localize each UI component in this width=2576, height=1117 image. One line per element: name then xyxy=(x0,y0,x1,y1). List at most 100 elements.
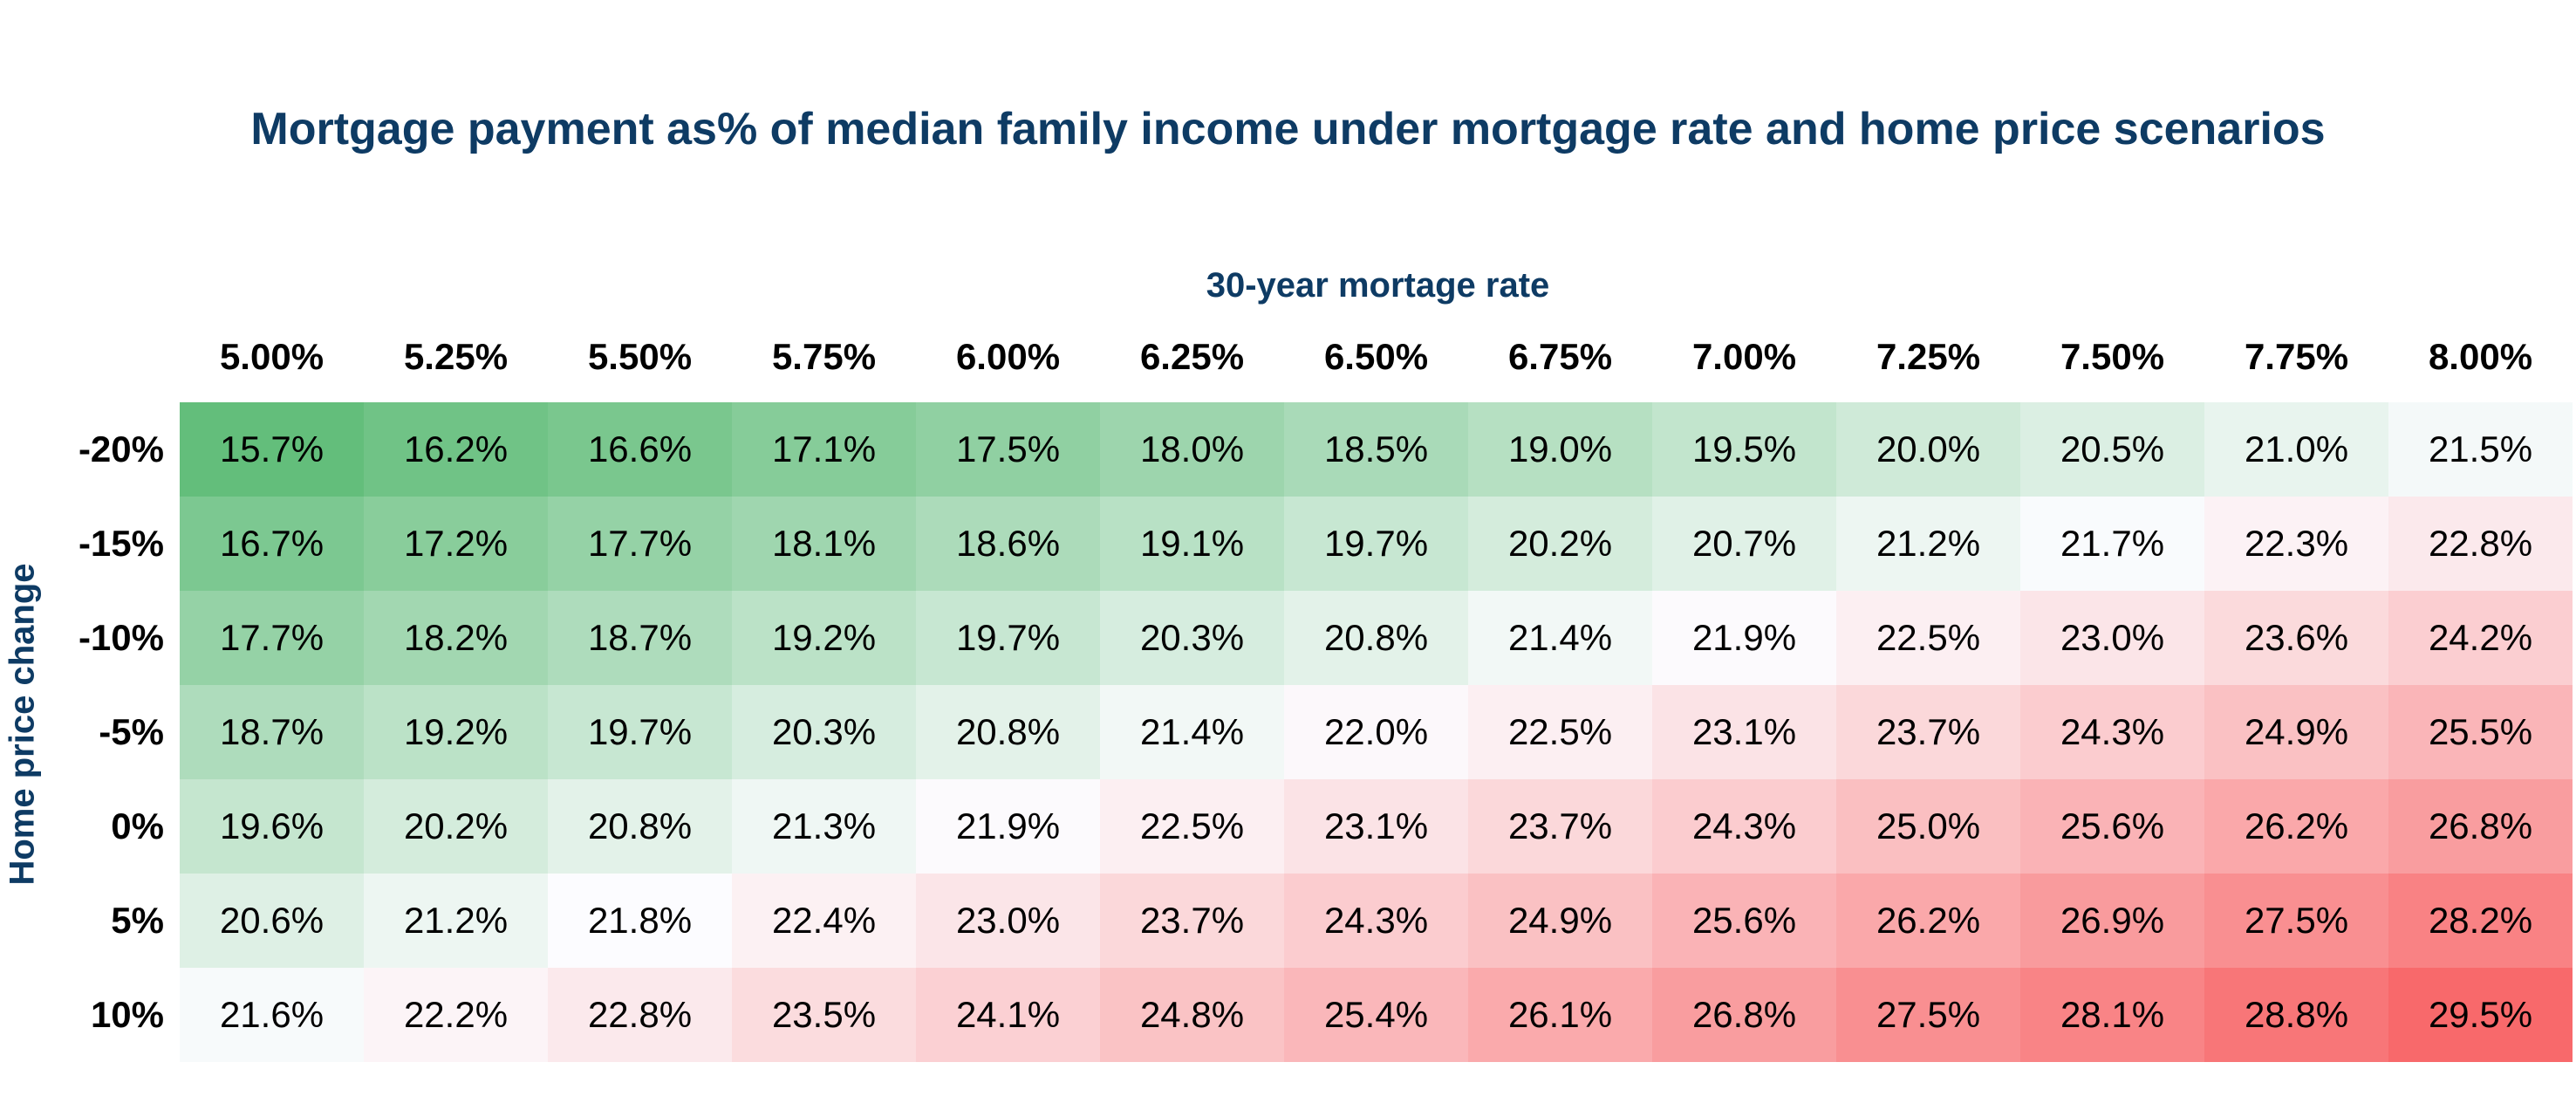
heatmap-cell: 20.8% xyxy=(1284,591,1468,685)
heatmap-cell: 20.3% xyxy=(1100,591,1284,685)
heatmap-cell: 21.2% xyxy=(1836,497,2020,591)
row-header: -10% xyxy=(78,617,164,658)
heatmap-cell: 21.8% xyxy=(548,874,732,968)
row-header: -5% xyxy=(99,711,164,752)
heatmap-cell: 16.2% xyxy=(364,402,548,497)
heatmap-cell: 24.9% xyxy=(2204,685,2388,779)
column-header: 6.25% xyxy=(1139,336,1245,377)
column-header: 5.00% xyxy=(219,336,325,377)
heatmap-cell: 25.6% xyxy=(2020,779,2204,874)
heatmap-cell: 24.9% xyxy=(1468,874,1652,968)
column-header: 5.50% xyxy=(587,336,693,377)
heatmap-cell: 21.6% xyxy=(180,968,364,1062)
heatmap-cell: 25.4% xyxy=(1284,968,1468,1062)
row-header: 0% xyxy=(111,805,164,846)
column-header: 7.50% xyxy=(2060,336,2165,377)
heatmap-cell: 18.7% xyxy=(548,591,732,685)
heatmap-cell: 20.2% xyxy=(364,779,548,874)
heatmap-cell: 20.6% xyxy=(180,874,364,968)
heatmap-cell: 22.2% xyxy=(364,968,548,1062)
heatmap-cell: 25.5% xyxy=(2388,685,2573,779)
heatmap-cell: 17.7% xyxy=(180,591,364,685)
heatmap-cell: 23.6% xyxy=(2204,591,2388,685)
heatmap-cell: 19.2% xyxy=(364,685,548,779)
heatmap-cell: 18.0% xyxy=(1100,402,1284,497)
heatmap-cell: 18.2% xyxy=(364,591,548,685)
heatmap-cell: 29.5% xyxy=(2388,968,2573,1062)
heatmap-cell: 18.5% xyxy=(1284,402,1468,497)
heatmap-cell: 23.0% xyxy=(916,874,1100,968)
row-header: -15% xyxy=(78,523,164,564)
heatmap-cell: 22.4% xyxy=(732,874,916,968)
heatmap-cell: 26.2% xyxy=(2204,779,2388,874)
heatmap-cell: 23.7% xyxy=(1468,779,1652,874)
heatmap-cell: 19.0% xyxy=(1468,402,1652,497)
heatmap-cell: 17.1% xyxy=(732,402,916,497)
heatmap-cell: 26.8% xyxy=(1652,968,1836,1062)
heatmap-cell: 20.8% xyxy=(916,685,1100,779)
heatmap-cell: 20.5% xyxy=(2020,402,2204,497)
heatmap-cell: 24.8% xyxy=(1100,968,1284,1062)
column-header: 6.00% xyxy=(955,336,1061,377)
heatmap-cell: 20.2% xyxy=(1468,497,1652,591)
heatmap-cell: 24.1% xyxy=(916,968,1100,1062)
heatmap-cell: 24.2% xyxy=(2388,591,2573,685)
heatmap-cell: 23.5% xyxy=(732,968,916,1062)
heatmap-cell: 20.0% xyxy=(1836,402,2020,497)
row-header: 10% xyxy=(90,994,164,1035)
heatmap-cell: 22.8% xyxy=(548,968,732,1062)
heatmap-cell: 18.7% xyxy=(180,685,364,779)
heatmap-cell: 24.3% xyxy=(1284,874,1468,968)
heatmap-cell: 25.0% xyxy=(1836,779,2020,874)
heatmap-cell: 20.7% xyxy=(1652,497,1836,591)
heatmap-cell: 19.5% xyxy=(1652,402,1836,497)
heatmap-cell: 16.6% xyxy=(548,402,732,497)
heatmap-cell: 26.1% xyxy=(1468,968,1652,1062)
column-header: 5.75% xyxy=(771,336,877,377)
heatmap-cell: 23.0% xyxy=(2020,591,2204,685)
heatmap-cell: 22.5% xyxy=(1468,685,1652,779)
heatmap-cell: 28.2% xyxy=(2388,874,2573,968)
heatmap-cell: 19.1% xyxy=(1100,497,1284,591)
heatmap-cell: 21.4% xyxy=(1468,591,1652,685)
column-header: 8.00% xyxy=(2428,336,2533,377)
heatmap-cell: 19.7% xyxy=(548,685,732,779)
heatmap-cell: 22.3% xyxy=(2204,497,2388,591)
heatmap-cell: 27.5% xyxy=(2204,874,2388,968)
heatmap-cell: 23.7% xyxy=(1100,874,1284,968)
heatmap-cell: 18.1% xyxy=(732,497,916,591)
heatmap-cell: 21.4% xyxy=(1100,685,1284,779)
heatmap-cell: 26.2% xyxy=(1836,874,2020,968)
heatmap-cell: 22.5% xyxy=(1836,591,2020,685)
heatmap-cell: 22.8% xyxy=(2388,497,2573,591)
heatmap-cell: 19.7% xyxy=(1284,497,1468,591)
column-header: 5.25% xyxy=(403,336,509,377)
heatmap-cell: 21.9% xyxy=(916,779,1100,874)
heatmap-cell: 24.3% xyxy=(1652,779,1836,874)
heatmap-cell: 21.3% xyxy=(732,779,916,874)
x-axis-label: 30-year mortage rate xyxy=(1206,266,1550,305)
heatmap-cell: 21.5% xyxy=(2388,402,2573,497)
heatmap-cell: 23.1% xyxy=(1284,779,1468,874)
heatmap-cell: 15.7% xyxy=(180,402,364,497)
y-axis-label: Home price change xyxy=(3,563,42,886)
row-header: 5% xyxy=(111,900,164,941)
heatmap-cell: 22.0% xyxy=(1284,685,1468,779)
heatmap-cell: 19.6% xyxy=(180,779,364,874)
heatmap-cell: 22.5% xyxy=(1100,779,1284,874)
heatmap-cell: 19.2% xyxy=(732,591,916,685)
heatmap-cell: 28.1% xyxy=(2020,968,2204,1062)
heatmap-cell: 21.2% xyxy=(364,874,548,968)
heatmap-cell: 20.8% xyxy=(548,779,732,874)
column-header: 6.75% xyxy=(1507,336,1613,377)
heatmap-cell: 25.6% xyxy=(1652,874,1836,968)
heatmap-cell: 24.3% xyxy=(2020,685,2204,779)
heatmap-cell: 21.7% xyxy=(2020,497,2204,591)
heatmap-cell: 20.3% xyxy=(732,685,916,779)
row-header: -20% xyxy=(78,428,164,469)
heatmap-cell: 23.1% xyxy=(1652,685,1836,779)
heatmap-cell: 17.5% xyxy=(916,402,1100,497)
heatmap-cell: 17.2% xyxy=(364,497,548,591)
heatmap-cell: 27.5% xyxy=(1836,968,2020,1062)
heatmap-cell: 23.7% xyxy=(1836,685,2020,779)
